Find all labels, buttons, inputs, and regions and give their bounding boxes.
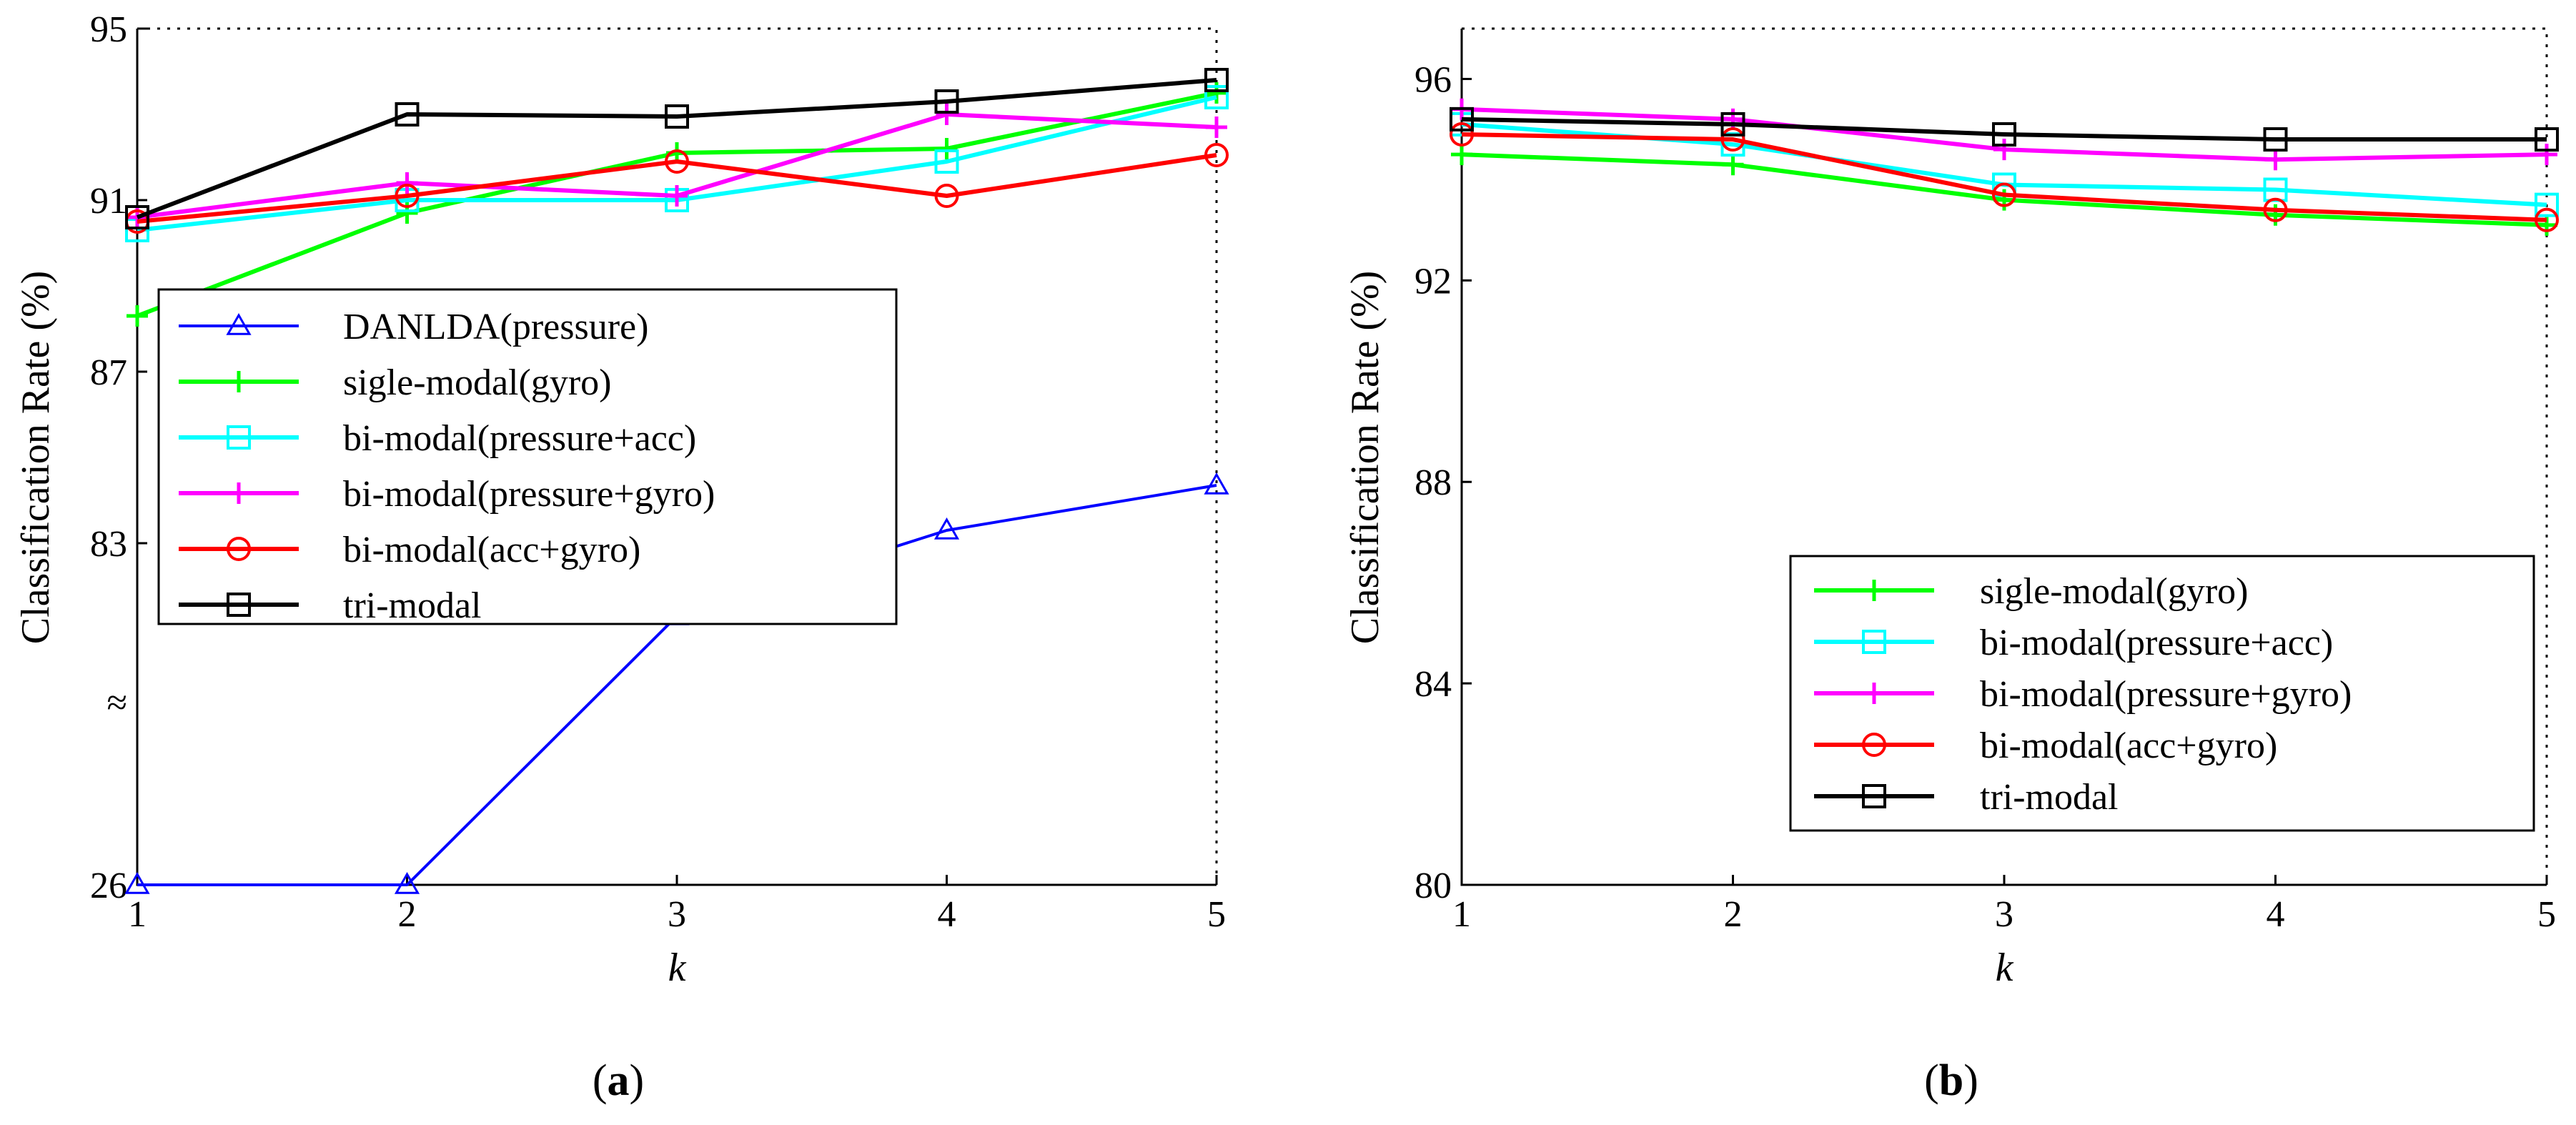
panel-b-y-axis-label: Classification Rate (%) — [1343, 271, 1387, 645]
panel-a-legend-marker-5 — [227, 593, 251, 617]
panel-b-x-tick-label: 5 — [2537, 894, 2556, 935]
panel-a-legend-label: bi-modal(acc+gyro) — [343, 530, 640, 570]
panel-b-point-2-2 — [1993, 139, 2015, 161]
panel-a-x-tick-label: 3 — [668, 894, 686, 935]
panel-b-point-0-0 — [1451, 144, 1472, 166]
panel-b-point-1-4 — [2535, 192, 2559, 217]
panel-b-point-2-3 — [2264, 149, 2287, 171]
panel-b-caption: (b) — [1924, 1056, 1978, 1105]
panel-a-point-4-3 — [934, 184, 959, 208]
panel-a-series-line-5 — [136, 78, 1217, 219]
panel-b-y-tick-label: 96 — [1415, 59, 1452, 100]
panel-a-caption: (a) — [593, 1056, 644, 1105]
panel-b-legend-marker-0 — [1863, 580, 1885, 601]
panel-b-x-tick-label: 3 — [1995, 894, 2013, 935]
panel-b-legend-label: bi-modal(acc+gyro) — [1980, 725, 2277, 766]
panel-a-legend-marker-1 — [228, 371, 249, 392]
panel-a-legend-label: bi-modal(pressure+gyro) — [343, 474, 715, 515]
panel-a-x-tick-label: 1 — [128, 894, 147, 935]
panel-b-series-line-4 — [1461, 117, 2547, 142]
panel-b-point-3-0 — [1450, 122, 1474, 147]
panel-b-point-3-2 — [1992, 182, 2016, 207]
panel-a-point-5-3 — [934, 89, 959, 114]
panel-a-point-0-0 — [124, 871, 150, 894]
panel-a-point-3-2 — [666, 185, 688, 207]
panel-b-legend-label: sigle-modal(gyro) — [1980, 571, 2248, 612]
panel-a-y-tick-label: 87 — [90, 352, 127, 393]
panel-b-x-tick-label: 4 — [2267, 894, 2285, 935]
panel-b-x-axis-label: k — [1996, 946, 2014, 990]
panel-b-legend-marker-3 — [1862, 733, 1886, 757]
panel-a-point-1-0 — [127, 305, 148, 327]
panel-a-legend-marker-0 — [226, 312, 252, 335]
panel-b-series-line-3 — [1461, 132, 2547, 222]
panel-a-point-0-3 — [933, 517, 960, 540]
panel-b-y-tick-label: 92 — [1415, 261, 1452, 302]
panel-b-point-0-1 — [1722, 154, 1744, 176]
panel-b-y-tick-label: 80 — [1415, 866, 1452, 906]
panel-b-point-4-1 — [1720, 111, 1745, 137]
panel-a-point-3-4 — [1206, 117, 1227, 138]
panel-a-axis-break: ≈ — [106, 683, 127, 723]
panel-a-x-tick-label: 5 — [1207, 894, 1226, 935]
panel-a-y-tick-label: 95 — [90, 9, 127, 50]
panel-b-point-3-4 — [2535, 207, 2559, 232]
panel-a-y-tick-label: 26 — [90, 866, 127, 906]
panel-a-y-tick-label: 91 — [90, 181, 127, 222]
panel-a-point-0-4 — [1204, 472, 1229, 495]
panel-a-legend-label: tri-modal — [343, 585, 482, 626]
panel-a-legend: DANLDA(pressure) sigle-modal(gyro) bi-moda… — [157, 288, 898, 626]
panel-a-point-2-4 — [1204, 85, 1229, 109]
panel-a-point-4-2 — [665, 149, 689, 174]
panel-a-point-4-4 — [1204, 143, 1229, 167]
panel-b-y-tick-label: 84 — [1415, 664, 1452, 705]
panel-b-top-right-frame — [1462, 27, 2548, 885]
panel-b-legend-label: tri-modal — [1980, 777, 2119, 818]
panel-a-point-0-1 — [394, 871, 420, 894]
panel-b-point-4-0 — [1450, 106, 1474, 132]
panel-a-series-line-4 — [137, 153, 1217, 224]
panel-a-legend-box — [157, 288, 898, 625]
panel-a-point-1-3 — [936, 138, 958, 159]
panel-b-legend-label: bi-modal(pressure+acc) — [1980, 623, 2333, 663]
panel-a-point-5-0 — [125, 205, 149, 229]
panel-b-point-2-1 — [1722, 108, 1744, 130]
panel-b-legend-label: bi-modal(pressure+gyro) — [1980, 674, 2352, 715]
panel-a-legend-marker-4 — [227, 537, 251, 561]
panel-a-point-3-1 — [396, 172, 418, 194]
panel-b-x-tick-label: 2 — [1724, 894, 1743, 935]
panel-b-point-2-4 — [2536, 144, 2557, 166]
panel-b-legend-marker-4 — [1862, 784, 1886, 808]
panel-a-legend-label: bi-modal(pressure+acc) — [343, 418, 696, 459]
panel-b-point-4-2 — [1992, 122, 2016, 147]
panel-b-y-tick-label: 88 — [1415, 462, 1452, 503]
panel-a-y-axis-label: Classification Rate (%) — [14, 271, 58, 645]
panel-b-x-tick-label: 1 — [1452, 894, 1471, 935]
panel-a-legend-label: sigle-modal(gyro) — [343, 362, 611, 403]
panel-b-point-0-4 — [2536, 214, 2557, 236]
panel-a-point-2-3 — [934, 149, 959, 174]
panel-a-y-tick-label: 83 — [90, 524, 127, 565]
panel-a-point-5-2 — [665, 104, 689, 129]
panel-b-point-4-3 — [2263, 127, 2288, 152]
panel-b-legend: sigle-modal(gyro) bi-modal(pressure+acc) b… — [1789, 555, 2535, 832]
panel-a-x-axis-label: k — [668, 946, 687, 990]
panel-a-point-5-1 — [395, 102, 420, 127]
panel-a-point-4-1 — [395, 184, 420, 208]
panel-a-legend-marker-2 — [227, 425, 251, 450]
panel-a-x-tick-label: 4 — [938, 894, 956, 935]
panel-a-legend-label: DANLDA(pressure) — [343, 307, 648, 347]
panel-a-legend-marker-3 — [228, 482, 249, 504]
panel-a-point-3-3 — [936, 104, 958, 125]
panel-a-point-5-4 — [1204, 68, 1229, 92]
panel-b-legend-marker-1 — [1862, 630, 1886, 654]
panel-b-legend-marker-2 — [1863, 683, 1885, 704]
panel-b-point-4-4 — [2535, 127, 2559, 152]
panel-b-point-3-1 — [1720, 127, 1745, 152]
panel-b-point-3-3 — [2263, 197, 2288, 222]
panel-a-x-tick-label: 2 — [398, 894, 417, 935]
